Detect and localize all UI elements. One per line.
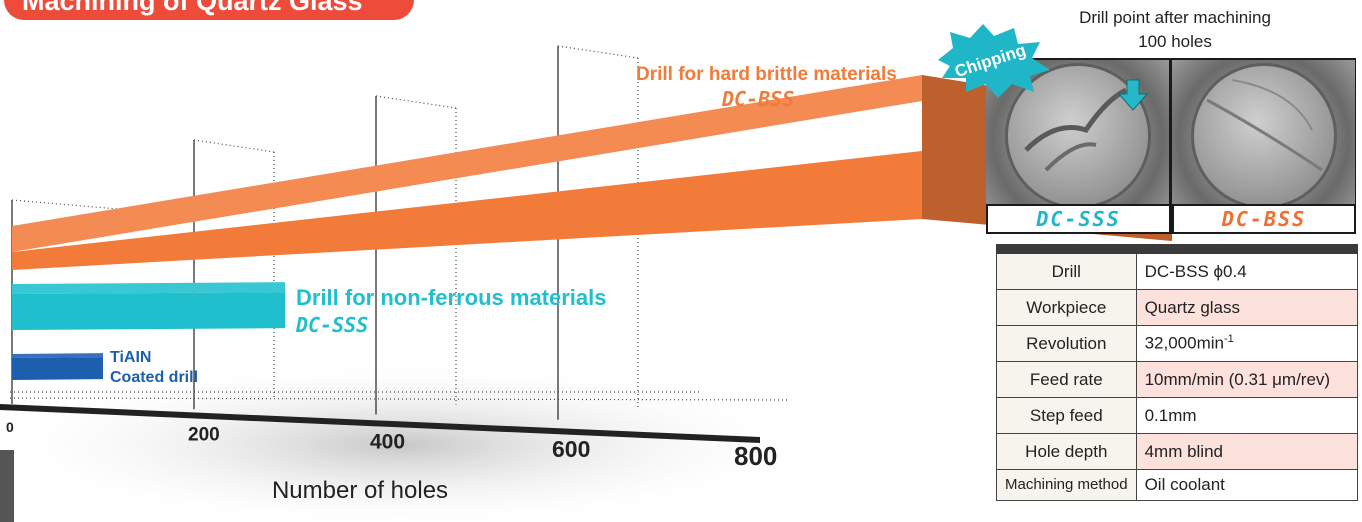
- condition-value-text: 32,000min: [1145, 334, 1224, 353]
- photo-caption-line2: 100 holes: [1060, 30, 1290, 54]
- chipping-badge: Chipping: [928, 20, 1058, 100]
- conditions-row: Step feed 0.1mm: [997, 398, 1358, 434]
- tick-guide-dots: [12, 200, 130, 210]
- condition-value: 4mm blind: [1136, 434, 1357, 470]
- x-tick-label: 200: [188, 424, 220, 445]
- corner-marker: [0, 450, 14, 522]
- chipping-arrow-icon: [1119, 80, 1147, 110]
- condition-value-text: Oil coolant: [1145, 475, 1225, 494]
- condition-key: Drill: [997, 254, 1137, 290]
- drill-photo-dc-bss: [1172, 60, 1355, 204]
- condition-value: 10mm/min (0.31 μm/rev): [1136, 362, 1357, 398]
- bar-front: [12, 357, 103, 380]
- bar-top: [12, 282, 285, 294]
- x-tick-label: 400: [370, 431, 405, 454]
- conditions-row: Hole depth 4mm blind: [997, 434, 1358, 470]
- series-label-dc-sss: Drill for non-ferrous materials: [296, 285, 607, 310]
- condition-value: 32,000min-1: [1136, 326, 1357, 362]
- conditions-row: Revolution 32,000min-1: [997, 326, 1358, 362]
- condition-value: Oil coolant: [1136, 470, 1357, 501]
- condition-key: Workpiece: [997, 290, 1137, 326]
- condition-value-text: 4mm blind: [1145, 442, 1223, 461]
- conditions-table: Drill DC-BSS ϕ0.4 Workpiece Quartz glass Rev…: [996, 244, 1358, 501]
- condition-value: DC-BSS ϕ0.4: [1136, 254, 1357, 290]
- bar-front: [12, 292, 285, 330]
- x-tick-label: 600: [552, 436, 590, 462]
- series-model-dc-sss: DC-SSS: [295, 313, 368, 337]
- condition-value: 0.1mm: [1136, 398, 1357, 434]
- x-tick-label: 0: [6, 419, 14, 435]
- conditions-row: Drill DC-BSS ϕ0.4: [997, 254, 1358, 290]
- tick-guide-dots: [376, 96, 456, 108]
- condition-value-superscript: -1: [1224, 333, 1234, 345]
- photo-label-dc-bss: DC-BSS: [1174, 206, 1354, 232]
- series-label-tialn-line2: Coated drill: [110, 369, 198, 386]
- condition-key: Step feed: [997, 398, 1137, 434]
- x-axis-title: Number of holes: [272, 477, 448, 504]
- tick-guide-dots: [194, 140, 274, 152]
- photo-label-dc-sss: DC-SSS: [988, 206, 1169, 232]
- condition-key: Revolution: [997, 326, 1137, 362]
- tick-guide-dots: [558, 46, 638, 58]
- condition-value-text: DC-BSS ϕ0.4: [1145, 262, 1247, 281]
- photo-caption: Drill point after machining 100 holes: [1060, 6, 1290, 54]
- condition-value-text: Quartz glass: [1145, 298, 1240, 317]
- condition-key: Machining method: [997, 470, 1137, 501]
- photo-caption-line1: Drill point after machining: [1060, 6, 1290, 30]
- condition-key: Hole depth: [997, 434, 1137, 470]
- condition-key: Feed rate: [997, 362, 1137, 398]
- series-model-dc-bss: DC-BSS: [721, 87, 794, 111]
- clean-edge-drawing: [1172, 60, 1355, 204]
- conditions-row: Feed rate 10mm/min (0.31 μm/rev): [997, 362, 1358, 398]
- conditions-header-bar: [997, 245, 1358, 254]
- condition-value: Quartz glass: [1136, 290, 1357, 326]
- conditions-row: Workpiece Quartz glass: [997, 290, 1358, 326]
- series-label-tialn-line1: TiAIN: [110, 349, 151, 366]
- condition-value-text: 0.1mm: [1145, 406, 1197, 425]
- series-label-dc-bss: Drill for hard brittle materials: [636, 64, 897, 85]
- conditions-row: Machining method Oil coolant: [997, 470, 1358, 501]
- chart-svg: 0 200 400 600 800 Number of holes TiAIN Coated…: [0, 0, 980, 522]
- condition-value-text: 10mm/min (0.31 μm/rev): [1145, 370, 1331, 389]
- x-tick-label: 800: [734, 441, 777, 471]
